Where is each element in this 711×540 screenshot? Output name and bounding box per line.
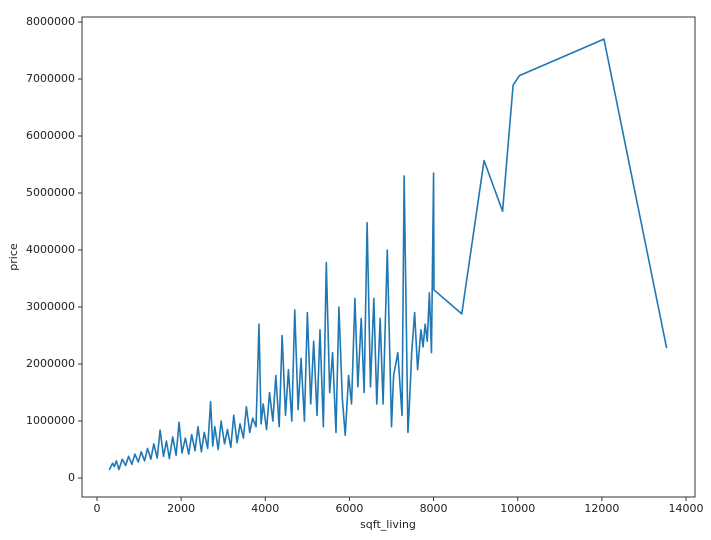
plot-frame <box>81 16 696 498</box>
y-tick-label: 4000000 <box>26 243 75 256</box>
y-tick-label: 7000000 <box>26 72 75 85</box>
y-axis-label: price <box>7 243 20 271</box>
x-tick-label: 8000 <box>420 502 448 515</box>
y-tick-label: 3000000 <box>26 300 75 313</box>
x-tick-label: 4000 <box>251 502 279 515</box>
x-tick-label: 10000 <box>500 502 535 515</box>
y-tick-label: 8000000 <box>26 15 75 28</box>
y-tick-label: 1000000 <box>26 414 75 427</box>
x-tick-label: 0 <box>94 502 101 515</box>
x-tick-label: 2000 <box>167 502 195 515</box>
y-tick-label: 6000000 <box>26 129 75 142</box>
x-tick-label: 14000 <box>668 502 703 515</box>
y-tick-label: 2000000 <box>26 357 75 370</box>
x-tick-label: 6000 <box>335 502 363 515</box>
x-axis-label: sqft_living <box>360 518 416 531</box>
price-line <box>108 38 668 471</box>
y-tick-label: 5000000 <box>26 186 75 199</box>
x-tick-label: 12000 <box>584 502 619 515</box>
y-tick-label: 0 <box>68 471 75 484</box>
